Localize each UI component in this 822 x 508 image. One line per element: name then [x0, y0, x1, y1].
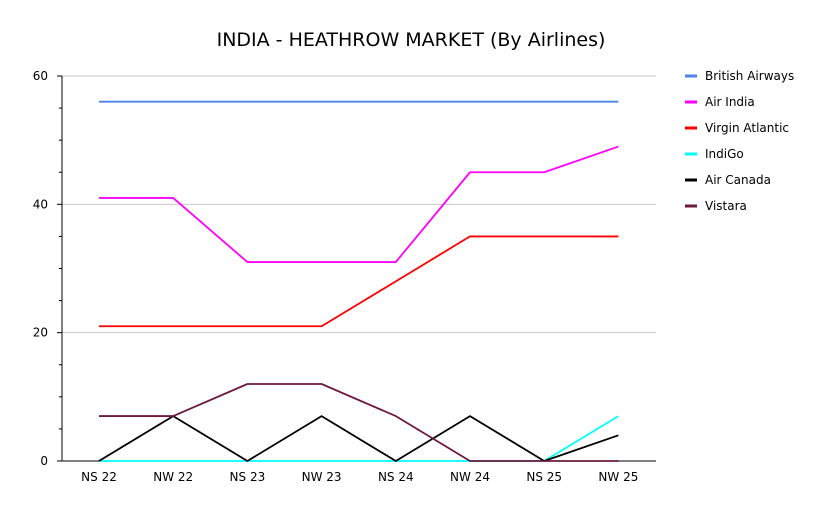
series-line-vistara — [99, 383, 619, 462]
x-tick-label: NW 22 — [153, 470, 193, 484]
x-tick-label: NW 23 — [302, 470, 342, 484]
legend-label-vistara: Vistara — [705, 199, 747, 213]
x-tick-label: NS 22 — [81, 470, 117, 484]
chart-title: INDIA - HEATHROW MARKET (By Airlines) — [217, 29, 606, 51]
legend-label-air-canada: Air Canada — [705, 173, 771, 187]
x-tick-label: NS 24 — [378, 470, 414, 484]
axes: 0 20 40 60 NS 22 NW 22 NS 23 NW 23 NS 24 NW 24 NS … — [33, 69, 656, 484]
legend-label-indigo: IndiGo — [705, 147, 744, 161]
y-tick-label: 20 — [33, 326, 48, 340]
legend-label-air-india: Air India — [705, 95, 755, 109]
gridlines — [62, 75, 656, 462]
series-line-virgin-atlantic — [99, 235, 619, 328]
x-tick-label: NS 25 — [526, 470, 562, 484]
y-tick-label: 60 — [33, 69, 48, 83]
x-tick-label: NW 25 — [598, 470, 638, 484]
x-tick-label: NW 24 — [450, 470, 490, 484]
series-layer — [98, 100, 619, 462]
legend-label-british-airways: British Airways — [705, 69, 794, 83]
series-line-air-canada — [98, 415, 619, 462]
y-tick-label: 40 — [33, 197, 48, 211]
legend-label-virgin-atlantic: Virgin Atlantic — [705, 121, 789, 135]
x-tick-label: NS 23 — [230, 470, 266, 484]
y-tick-label: 0 — [40, 454, 48, 468]
series-line-air-india — [99, 145, 619, 263]
legend: British Airways Air India Virgin Atlantic I… — [685, 69, 794, 213]
